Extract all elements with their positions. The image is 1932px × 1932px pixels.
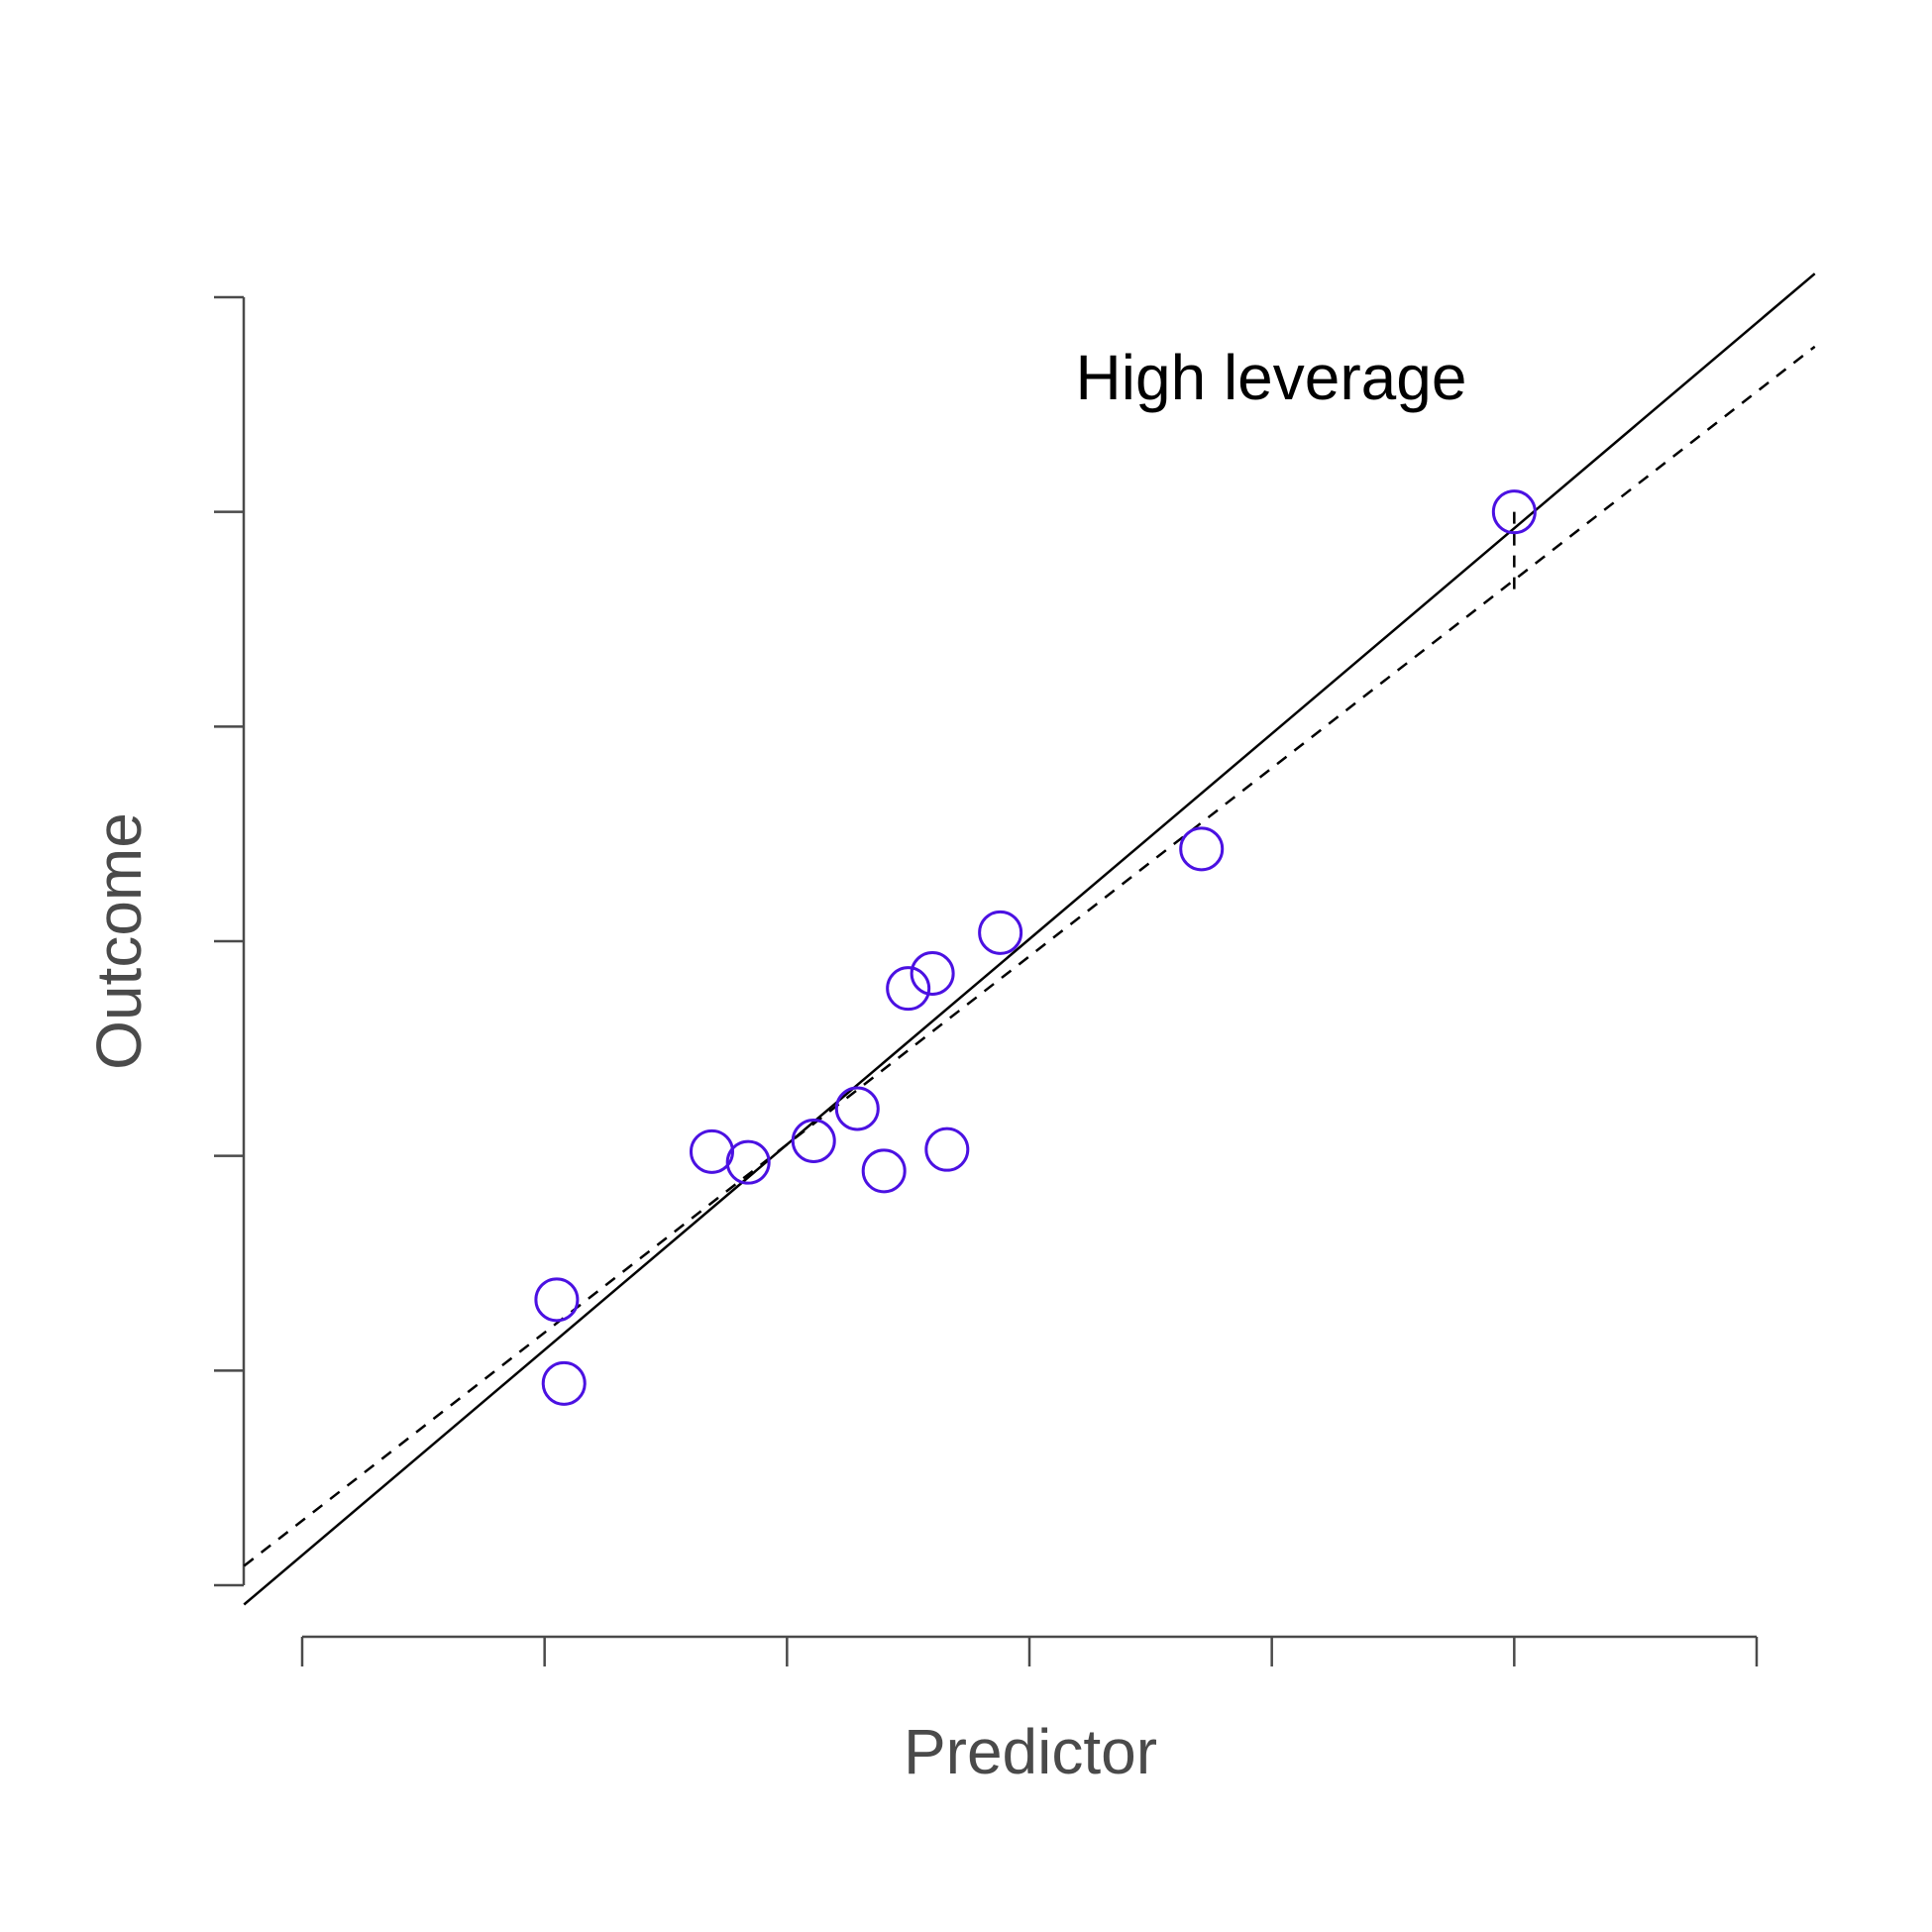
data-points bbox=[534, 489, 1537, 1406]
data-point bbox=[834, 1086, 880, 1131]
fit-line-solid bbox=[243, 272, 1816, 1606]
data-point bbox=[1491, 489, 1537, 535]
x-axis-label: Predictor bbox=[904, 1716, 1157, 1787]
data-point bbox=[978, 910, 1023, 955]
data-point bbox=[725, 1139, 771, 1185]
y-axis bbox=[214, 295, 246, 1587]
data-point bbox=[924, 1127, 970, 1172]
y-axis-label: Outcome bbox=[83, 812, 155, 1070]
data-point bbox=[689, 1128, 734, 1174]
x-axis bbox=[300, 1635, 1759, 1666]
regression-lines bbox=[243, 272, 1816, 1606]
fit-line-dashed bbox=[243, 345, 1816, 1567]
data-point bbox=[910, 951, 955, 996]
data-point bbox=[541, 1360, 587, 1406]
high-leverage-annotation: High leverage bbox=[1076, 342, 1467, 413]
data-point bbox=[1179, 826, 1225, 872]
data-point bbox=[861, 1148, 907, 1194]
data-point bbox=[534, 1277, 580, 1323]
data-point bbox=[886, 966, 931, 1012]
data-point bbox=[791, 1119, 836, 1163]
